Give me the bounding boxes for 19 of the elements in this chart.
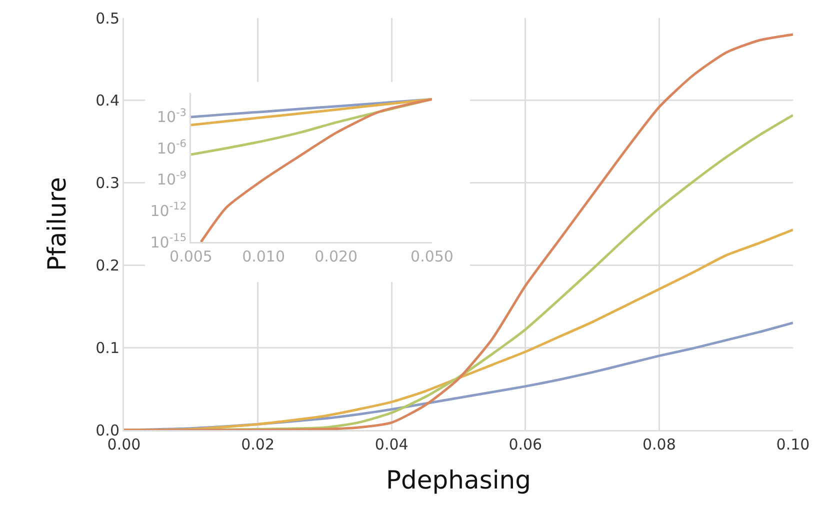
y-axis-title: Pfailure: [42, 176, 72, 272]
y-tick-label: 0.4: [96, 92, 120, 110]
y-tick-label: 0.3: [96, 174, 120, 192]
x-tick-label: 0.020: [314, 248, 358, 266]
x-tick-label: 0.02: [241, 436, 275, 454]
y-tick-label: 10$^{-12}$: [150, 200, 186, 220]
y-tick-label: 0.2: [96, 256, 120, 274]
x-tick-label: 0.08: [642, 436, 676, 454]
x-tick-label: 0.04: [374, 436, 408, 454]
y-tick-label: 0.1: [96, 338, 120, 357]
x-tick-label: 0.010: [242, 248, 286, 266]
y-tick-label: 10$^{-3}$: [156, 106, 186, 126]
x-tick-label: 0.050: [410, 248, 454, 266]
y-tick-label: 10$^{-9}$: [156, 169, 186, 189]
y-tick-label: 0.5: [96, 9, 120, 28]
x-axis-title: Pdephasing: [386, 465, 532, 494]
x-tick-label: 0.06: [508, 436, 542, 454]
x-tick-label: 0.10: [776, 436, 810, 454]
y-tick-label: 10$^{-6}$: [156, 138, 187, 158]
